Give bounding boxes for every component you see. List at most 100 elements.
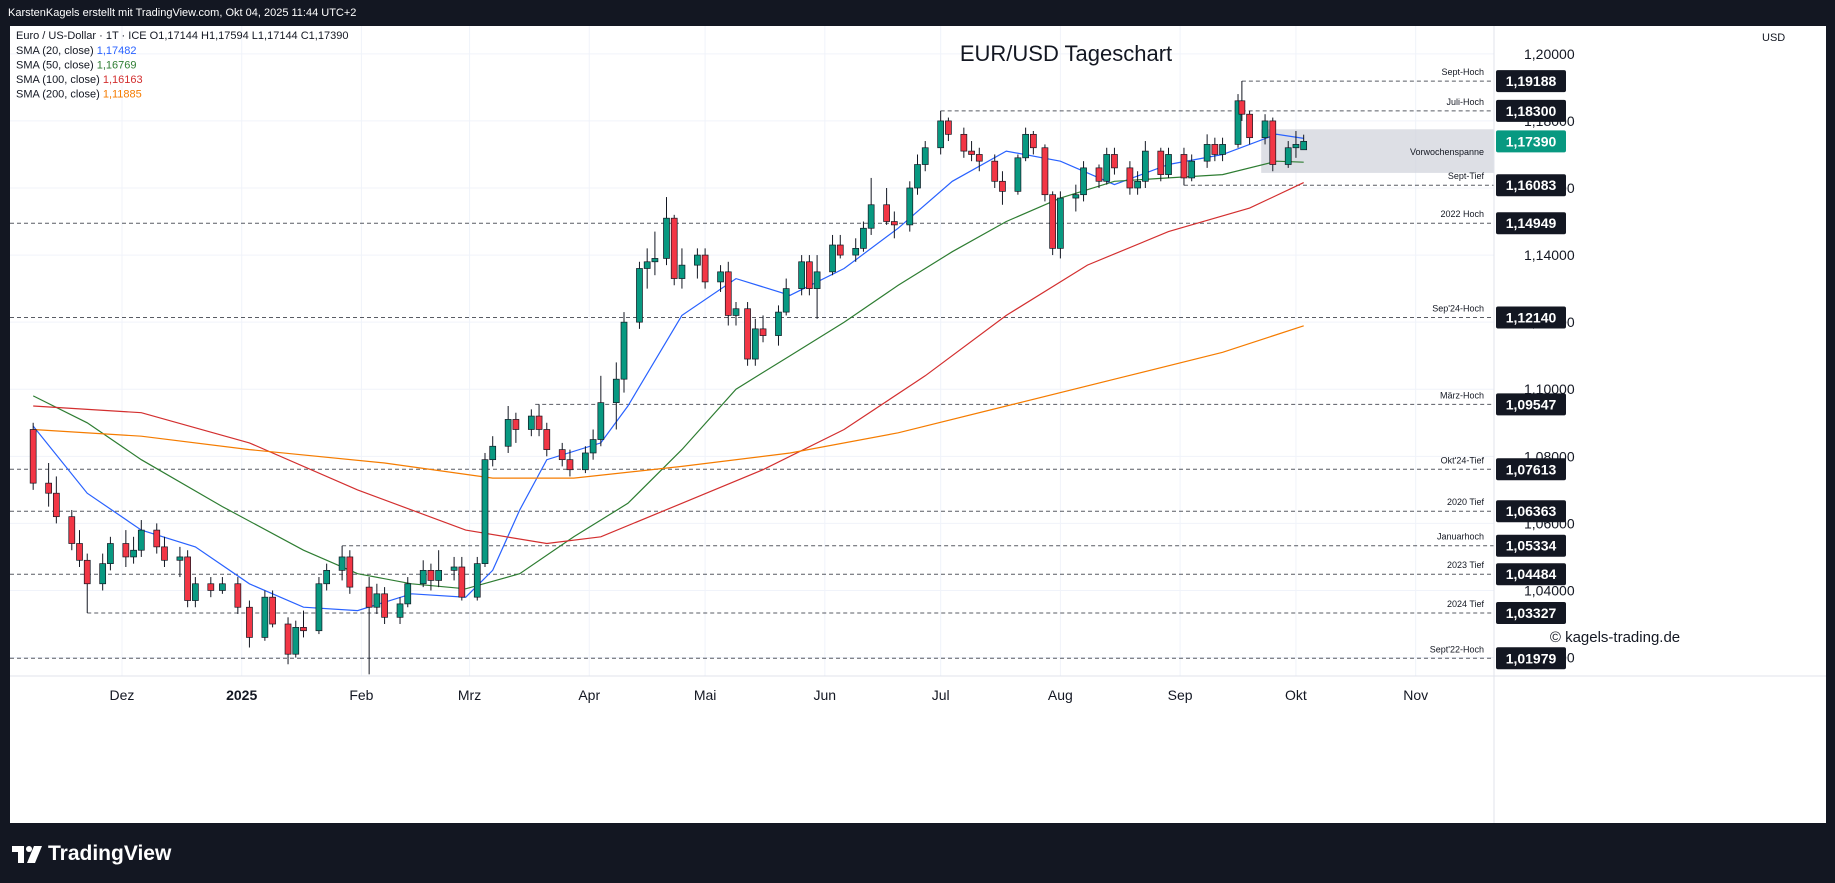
- candle: [1269, 117, 1277, 172]
- chart-frame[interactable]: Vorwochenspanne Sept-Hoch Juli-Hoch Sept-T…: [10, 26, 1826, 823]
- candle-body: [759, 328, 767, 336]
- x-tick-label: Dez: [110, 687, 135, 703]
- candle: [365, 577, 373, 675]
- candle-body: [1188, 160, 1196, 179]
- chart-title: EUR/USD Tageschart: [960, 41, 1172, 66]
- tradingview-logo[interactable]: TradingView: [12, 842, 171, 866]
- x-tick-label: Nov: [1403, 687, 1428, 703]
- candle-body: [107, 543, 114, 564]
- x-tick-label: Jul: [932, 687, 950, 703]
- candle-body: [1103, 154, 1111, 182]
- level-price-label: 1,19188: [1506, 73, 1557, 89]
- candle: [83, 553, 91, 613]
- candle-body: [1300, 141, 1308, 151]
- candle-body: [1057, 197, 1064, 249]
- candle-body: [1292, 144, 1300, 149]
- candle: [1057, 191, 1064, 259]
- candle: [566, 449, 574, 477]
- grid: [10, 26, 1494, 676]
- candle: [651, 231, 659, 276]
- candle: [130, 536, 137, 564]
- candle: [207, 577, 215, 598]
- candle: [759, 315, 767, 343]
- candle: [582, 446, 589, 474]
- candle-body: [775, 311, 782, 336]
- candle: [852, 238, 860, 262]
- candle-body: [346, 556, 354, 588]
- candle: [300, 610, 307, 638]
- candle: [1261, 114, 1269, 145]
- level-price-tag: [1496, 563, 1566, 586]
- candle: [107, 536, 114, 571]
- candle: [945, 117, 952, 142]
- candle: [860, 221, 867, 252]
- candle: [153, 523, 161, 554]
- candle: [1211, 137, 1219, 162]
- x-tick-label: Mai: [694, 687, 717, 703]
- level-price-tag: [1496, 602, 1566, 625]
- level-name: Januarhoch: [1437, 532, 1484, 542]
- level-name: Okt'24-Tief: [1441, 455, 1485, 465]
- candle-body: [396, 603, 404, 618]
- candle: [1103, 147, 1111, 185]
- currency-label: USD: [1762, 32, 1785, 44]
- level-price-label: 1,03327: [1506, 605, 1557, 621]
- candle-body: [52, 492, 60, 518]
- candle: [219, 577, 226, 594]
- level-price-label: 1,06363: [1506, 503, 1557, 519]
- candle-body: [589, 439, 597, 454]
- candle: [427, 563, 435, 591]
- candle-body: [1014, 157, 1022, 192]
- candle: [373, 583, 381, 614]
- candle-body: [76, 543, 83, 561]
- candle-body: [975, 154, 983, 162]
- candle-body: [1141, 150, 1149, 182]
- candle: [1238, 81, 1246, 121]
- candle: [798, 255, 805, 296]
- candle-body: [29, 429, 37, 484]
- x-tick-label: Apr: [578, 687, 600, 703]
- range-box: [1261, 129, 1494, 173]
- level-price-label: 1,05334: [1506, 538, 1557, 554]
- last-price-label: 1,17390: [1506, 133, 1557, 149]
- level-name: Sept-Tief: [1448, 171, 1485, 181]
- candle: [732, 302, 740, 326]
- candle: [1141, 141, 1149, 188]
- candle-body: [219, 583, 226, 591]
- legend-indicator-value: 1,11885: [103, 89, 142, 101]
- legend-indicator-label: SMA (200, close) 1,11885: [16, 89, 142, 101]
- candle: [68, 509, 76, 551]
- level-price-label: 1,01979: [1506, 650, 1557, 666]
- candle-body: [597, 402, 605, 440]
- candle: [450, 556, 458, 581]
- level-name: 2022 Hoch: [1440, 209, 1484, 219]
- candle-body: [890, 221, 898, 226]
- candle: [1022, 127, 1029, 162]
- candle: [246, 600, 253, 648]
- candle: [338, 545, 346, 581]
- candlestick-chart[interactable]: Vorwochenspanne Sept-Hoch Juli-Hoch Sept-T…: [10, 26, 1826, 823]
- sma-line: [32, 133, 1304, 612]
- candle: [346, 550, 354, 594]
- candle: [512, 412, 520, 443]
- level-price-tag: [1496, 174, 1566, 197]
- candle: [701, 248, 709, 289]
- level-name: Sept-Hoch: [1441, 67, 1484, 77]
- candle: [744, 302, 751, 366]
- y-tick-label: 1,20000: [1524, 46, 1575, 62]
- candle-body: [1269, 120, 1277, 165]
- level-price-label: 1,14949: [1506, 215, 1557, 231]
- legend: Euro / US-Dollar · 1T · ICE O1,17144 H1,…: [16, 30, 348, 101]
- candle-body: [1211, 144, 1219, 155]
- candle-body: [1284, 147, 1292, 165]
- legend-indicator-value: 1,17482: [97, 45, 137, 57]
- candle-body: [504, 419, 512, 447]
- candle-body: [261, 596, 269, 638]
- axes: 1,200001,180001,160001,140001,120001,100…: [10, 26, 1826, 823]
- candle: [883, 187, 890, 225]
- candle: [1284, 141, 1292, 168]
- level-name: Sep'24-Hoch: [1432, 303, 1484, 313]
- candle: [269, 590, 276, 628]
- candle: [1234, 94, 1242, 148]
- candle: [694, 248, 701, 279]
